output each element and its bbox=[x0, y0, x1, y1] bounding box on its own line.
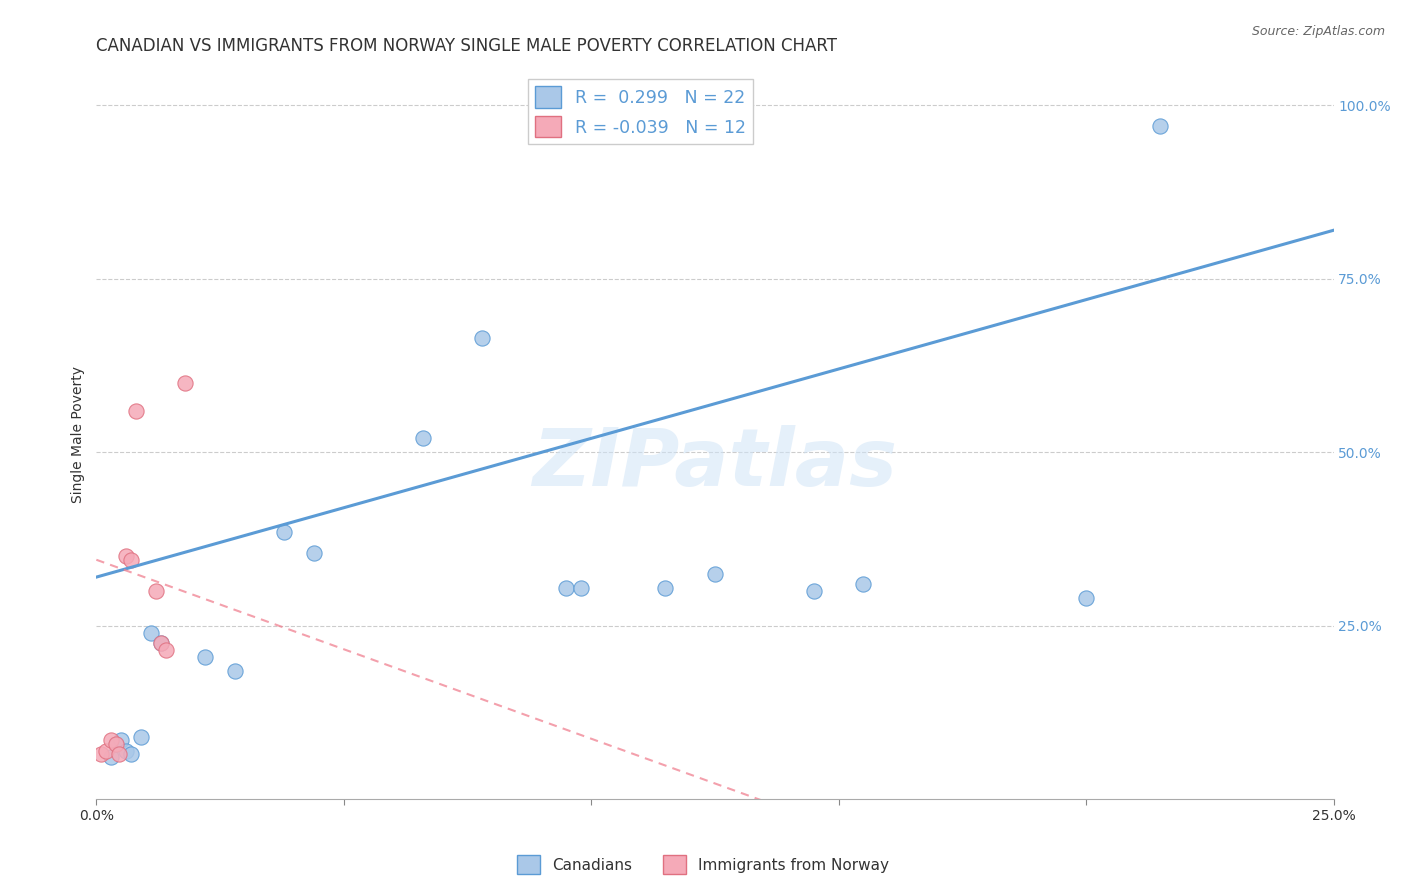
Point bbox=[115, 549, 138, 564]
Point bbox=[129, 730, 152, 744]
Point bbox=[852, 577, 875, 591]
Point bbox=[471, 331, 494, 345]
Point bbox=[105, 737, 128, 751]
Point bbox=[139, 625, 162, 640]
Point bbox=[803, 584, 825, 599]
Point bbox=[302, 546, 325, 560]
Point bbox=[120, 747, 142, 761]
Point bbox=[224, 664, 246, 678]
Point bbox=[100, 750, 122, 764]
Point bbox=[120, 553, 142, 567]
Point bbox=[273, 524, 295, 539]
Point bbox=[96, 743, 118, 757]
Legend: Canadians, Immigrants from Norway: Canadians, Immigrants from Norway bbox=[510, 849, 896, 880]
Point bbox=[569, 581, 592, 595]
Point bbox=[115, 743, 138, 757]
Point bbox=[174, 376, 197, 390]
Point bbox=[555, 581, 578, 595]
Point bbox=[100, 733, 122, 747]
Text: Source: ZipAtlas.com: Source: ZipAtlas.com bbox=[1251, 25, 1385, 38]
Y-axis label: Single Male Poverty: Single Male Poverty bbox=[72, 367, 86, 503]
Point bbox=[412, 431, 434, 445]
Point bbox=[125, 403, 148, 417]
Point bbox=[90, 747, 112, 761]
Point bbox=[105, 737, 128, 751]
Point bbox=[703, 566, 725, 581]
Point bbox=[145, 584, 167, 599]
Point bbox=[1149, 120, 1171, 134]
Point bbox=[149, 636, 172, 650]
Legend: R =  0.299   N = 22, R = -0.039   N = 12: R = 0.299 N = 22, R = -0.039 N = 12 bbox=[529, 79, 754, 145]
Point bbox=[194, 649, 217, 664]
Point bbox=[155, 643, 177, 657]
Point bbox=[107, 747, 129, 761]
Text: ZIPatlas: ZIPatlas bbox=[533, 425, 897, 503]
Point bbox=[110, 733, 132, 747]
Point bbox=[654, 581, 676, 595]
Point bbox=[149, 636, 172, 650]
Text: CANADIAN VS IMMIGRANTS FROM NORWAY SINGLE MALE POVERTY CORRELATION CHART: CANADIAN VS IMMIGRANTS FROM NORWAY SINGL… bbox=[97, 37, 838, 55]
Point bbox=[1074, 591, 1097, 605]
